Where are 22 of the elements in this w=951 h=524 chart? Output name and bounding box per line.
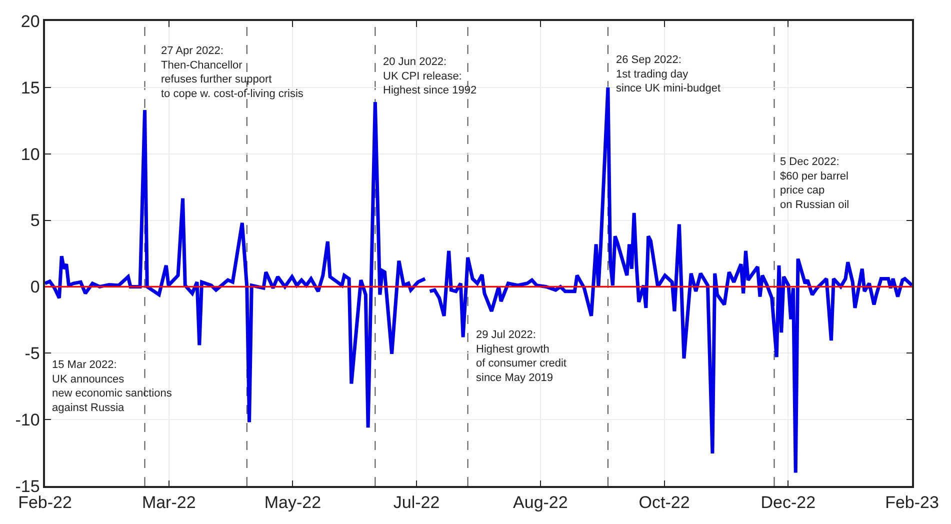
y-tick-label: 20 xyxy=(20,12,40,31)
y-tick-label: 10 xyxy=(20,144,40,164)
y-tick-label: -5 xyxy=(24,344,40,364)
y-tick-label: 15 xyxy=(20,78,40,98)
ref-line-label: 20 Jun 2022: UK CPI release: Highest since 1992 xyxy=(383,56,477,97)
x-tick-label: Feb-22 xyxy=(18,493,72,512)
ref-line-label: 27 Apr 2022: Then-Chancellor refuses further support to cope w. cost-of-living crisis xyxy=(161,45,304,100)
ref-line-label: 26 Sep 2022: 1st trading day since UK mini-budget xyxy=(616,54,721,95)
x-tick-label: Mar-22 xyxy=(142,493,196,512)
x-tick-label: Dec-22 xyxy=(760,493,816,512)
ref-line-label: 15 Mar 2022: UK announces new economic sanctions against Russia xyxy=(52,359,172,414)
ref-line-label: 29 Jul 2022: Highest growth of consumer credit since May 2019 xyxy=(476,329,566,384)
x-tick-label: Jul-22 xyxy=(393,493,440,512)
ref-line-label: 5 Dec 2022: $60 per barrel price cap on Russian oil xyxy=(780,156,850,211)
x-tick-label: Oct-22 xyxy=(638,493,690,512)
y-tick-label: -15 xyxy=(15,476,40,496)
y-tick-label: 0 xyxy=(30,278,40,297)
x-tick-label: Aug-22 xyxy=(513,493,568,512)
y-tick-label: -10 xyxy=(15,410,40,430)
x-tick-label: Feb-23 xyxy=(885,493,939,512)
x-tick-label: May-22 xyxy=(264,493,322,512)
y-tick-label: 5 xyxy=(30,211,40,230)
